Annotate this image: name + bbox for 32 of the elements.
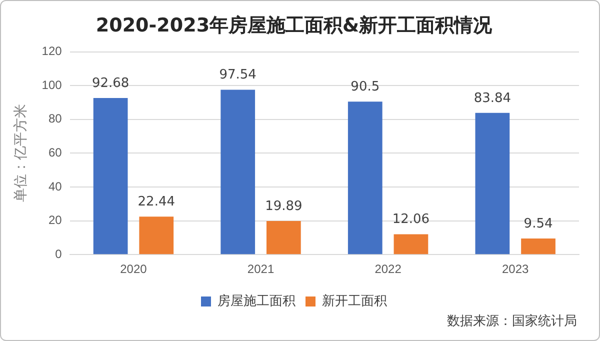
x-tick-label: 2021	[247, 262, 274, 276]
bar	[394, 234, 428, 254]
x-tick-label: 2020	[120, 262, 148, 276]
bar	[139, 216, 174, 254]
bar	[475, 112, 510, 254]
chart-title: 2020-2023年房屋施工面积&新开工面积情况	[96, 14, 494, 36]
y-tick-label: 20	[48, 213, 62, 228]
data-label: 12.06	[392, 212, 430, 228]
legend-label: 房屋施工面积	[218, 292, 296, 309]
source-note: 数据来源：国家统计局	[447, 313, 577, 330]
legend-label: 新开工面积	[322, 294, 387, 309]
y-tick-label: 60	[48, 146, 62, 160]
y-tick-label: 0	[55, 246, 62, 261]
bar	[521, 238, 556, 254]
x-tick-label: 2023	[502, 262, 530, 276]
data-label: 19.89	[265, 198, 302, 214]
bar	[266, 220, 301, 254]
data-label: 83.84	[474, 90, 512, 106]
bar	[220, 90, 256, 254]
y-tick-label: 120	[42, 44, 62, 58]
y-tick-label: 80	[48, 112, 62, 126]
y-tick-label: 40	[48, 179, 62, 194]
data-label: 90.5	[350, 80, 380, 95]
bar	[93, 98, 128, 254]
data-label: 92.68	[92, 76, 130, 91]
data-label: 97.54	[219, 68, 256, 83]
bar	[348, 102, 382, 254]
y-axis-title: 单位：亿平方米	[13, 104, 30, 202]
data-label: 9.54	[524, 216, 553, 232]
data-label: 22.44	[138, 194, 175, 210]
y-tick-label: 100	[42, 78, 62, 92]
x-tick-label: 2022	[374, 262, 402, 276]
